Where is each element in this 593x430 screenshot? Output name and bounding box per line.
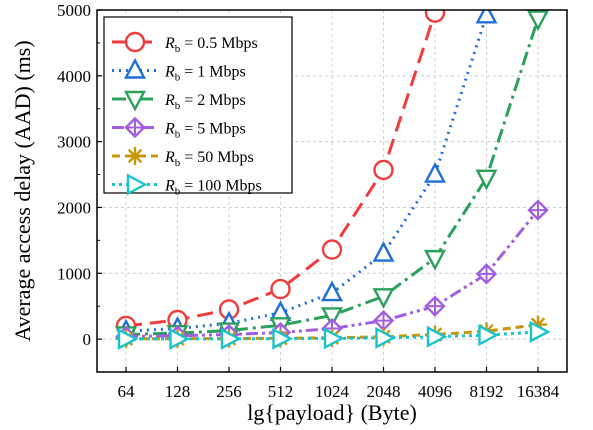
series-point xyxy=(527,10,549,32)
series-point xyxy=(270,278,291,300)
series-point xyxy=(529,320,551,343)
series-point xyxy=(527,199,549,221)
y-tick-label: 0 xyxy=(83,330,92,349)
x-tick-label: 4096 xyxy=(418,382,452,401)
series-point xyxy=(321,239,343,260)
series-point xyxy=(373,159,394,181)
series-point xyxy=(475,169,498,191)
series-point xyxy=(117,327,139,350)
series-point xyxy=(372,309,395,332)
series-point xyxy=(372,240,395,262)
series-point xyxy=(424,161,446,183)
legend-label: Rb = 0.5 Mbps xyxy=(164,35,258,55)
legend-marker xyxy=(124,57,146,79)
series-line xyxy=(125,18,540,336)
x-tick-label: 512 xyxy=(268,382,294,401)
series-line xyxy=(125,209,540,338)
series-point xyxy=(475,10,498,24)
y-tick-label: 4000 xyxy=(57,67,91,86)
legend-marker xyxy=(124,116,146,139)
series-point xyxy=(424,10,446,23)
legend: Rb = 0.5 Mbps Rb = 1 Mbps Rb = 2 Mbps Rb = … xyxy=(103,16,293,198)
series-point xyxy=(321,280,343,302)
legend-label: Rb = 2 Mbps xyxy=(164,92,246,112)
y-tick-label: 1000 xyxy=(57,264,91,283)
y-tick-label: 3000 xyxy=(57,133,91,152)
x-tick-label: 256 xyxy=(216,382,242,401)
series-line xyxy=(125,323,539,341)
grid xyxy=(97,9,567,372)
legend-label: Rb = 5 Mbps xyxy=(164,121,246,141)
x-tick-label: 128 xyxy=(165,382,191,401)
legend-marker xyxy=(124,90,146,112)
series-point xyxy=(169,327,191,350)
series-point xyxy=(426,325,448,348)
series-point xyxy=(321,307,343,328)
x-tick-label: 1024 xyxy=(315,382,350,401)
ticks: 64 128 256 512 1024 2048 4096 8192 16384 0 1000 200… xyxy=(57,1,560,401)
legend-marker xyxy=(124,31,146,53)
series-point xyxy=(424,295,446,317)
series-layer xyxy=(115,10,551,350)
series-point xyxy=(375,326,397,349)
legend-marker xyxy=(126,147,144,165)
series-point xyxy=(475,263,498,285)
legend-label: Rb = 50 Mbps xyxy=(164,149,254,169)
legend-label: Rb = 1 Mbps xyxy=(164,64,246,84)
series-point xyxy=(478,324,500,347)
y-axis-title: Average access delay (AAD) (ms) xyxy=(10,40,35,341)
legend-marker xyxy=(126,173,148,196)
y-tick-label: 2000 xyxy=(57,198,91,217)
series-point xyxy=(372,288,395,309)
series-point xyxy=(323,327,345,350)
series-point xyxy=(424,249,446,271)
series-line xyxy=(125,330,539,341)
x-tick-label: 2048 xyxy=(367,382,401,401)
x-tick-label: 16384 xyxy=(517,382,560,401)
x-tick-label: 64 xyxy=(118,382,136,401)
series-point xyxy=(272,327,294,350)
x-axis-title: lg{payload} (Byte) xyxy=(247,400,417,425)
legend-label: Rb = 100 Mbps xyxy=(164,178,262,198)
x-tick-label: 8192 xyxy=(470,382,504,401)
series-point xyxy=(220,327,242,350)
y-tick-label: 5000 xyxy=(57,1,91,20)
